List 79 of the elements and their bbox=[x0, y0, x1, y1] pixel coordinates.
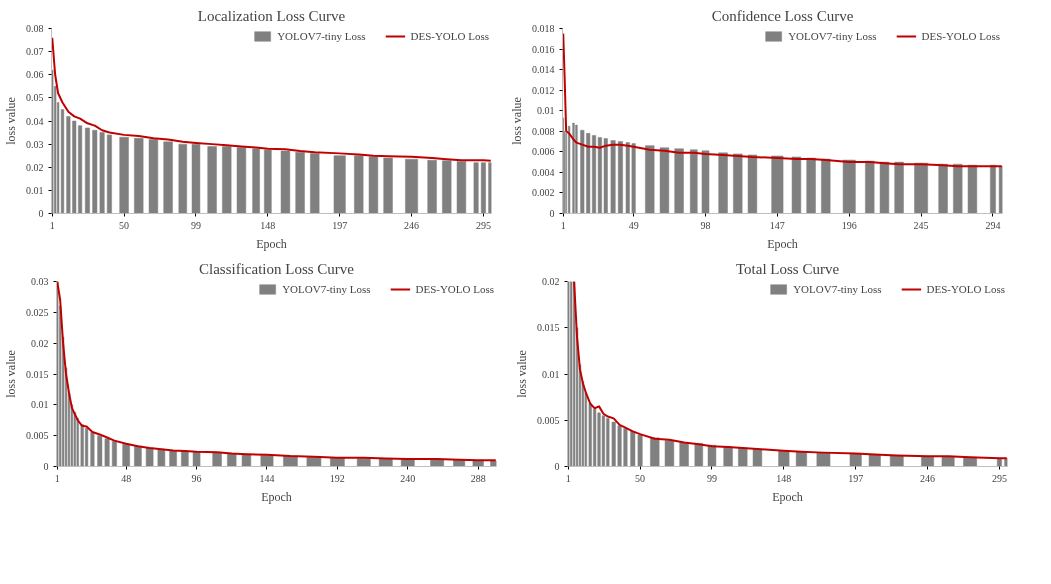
x-tick-label: 148 bbox=[260, 219, 276, 231]
y-axis-title: loss value bbox=[4, 350, 18, 398]
y-tick-label: 0.01 bbox=[31, 399, 49, 411]
x-tick-label: 1 bbox=[49, 219, 55, 231]
y-tick-label: 0.006 bbox=[532, 146, 555, 158]
x-tick-label: 245 bbox=[913, 219, 929, 231]
y-tick-label: 0.014 bbox=[532, 64, 555, 76]
x-tick-label: 246 bbox=[404, 219, 420, 231]
x-tick-label: 98 bbox=[700, 219, 711, 231]
y-tick-label: 0.01 bbox=[537, 105, 555, 117]
x-tick-label: 49 bbox=[628, 219, 639, 231]
y-tick-label: 0.01 bbox=[542, 368, 560, 380]
x-tick-label: 1 bbox=[54, 472, 60, 484]
x-tick-label: 96 bbox=[191, 472, 202, 484]
y-tick-label: 0 bbox=[549, 208, 555, 219]
y-tick-label: 0.08 bbox=[26, 23, 44, 34]
y-tick-label: 0.06 bbox=[26, 69, 44, 81]
legend-label: DES-YOLO Loss bbox=[410, 30, 489, 42]
x-tick-label: 288 bbox=[470, 472, 486, 484]
chart-title: Total Loss Curve bbox=[735, 260, 840, 277]
x-axis-title: Epoch bbox=[767, 236, 798, 251]
y-tick-label: 0.018 bbox=[532, 23, 555, 34]
y-tick-label: 0.01 bbox=[26, 184, 44, 196]
y-tick-label: 0.02 bbox=[26, 161, 44, 173]
y-tick-label: 0.005 bbox=[537, 414, 560, 426]
x-tick-label: 192 bbox=[329, 472, 345, 484]
y-tick-label: 0.03 bbox=[26, 138, 44, 150]
x-tick-label: 99 bbox=[706, 472, 717, 484]
legend-label: YOLOV7-tiny Loss bbox=[793, 283, 882, 295]
x-tick-label: 197 bbox=[848, 472, 864, 484]
x-axis-title: Epoch bbox=[772, 489, 803, 504]
chart-title: Localization Loss Curve bbox=[197, 7, 346, 24]
y-tick-label: 0.005 bbox=[26, 430, 49, 442]
x-tick-label: 147 bbox=[769, 219, 785, 231]
y-tick-label: 0.025 bbox=[26, 306, 49, 318]
x-tick-label: 48 bbox=[121, 472, 132, 484]
y-tick-label: 0.02 bbox=[31, 337, 49, 349]
legend-label: DES-YOLO Loss bbox=[921, 30, 1000, 42]
y-tick-label: 0.07 bbox=[26, 46, 44, 58]
y-tick-label: 0.015 bbox=[537, 322, 560, 334]
y-tick-label: 0.04 bbox=[26, 115, 44, 127]
y-axis-title: loss value bbox=[515, 350, 529, 398]
legend-label: DES-YOLO Loss bbox=[415, 283, 494, 295]
y-axis-title: loss value bbox=[4, 97, 18, 145]
x-tick-label: 50 bbox=[635, 472, 646, 484]
x-tick-label: 197 bbox=[332, 219, 348, 231]
legend-label: YOLOV7-tiny Loss bbox=[788, 30, 877, 42]
y-tick-label: 0.016 bbox=[532, 43, 555, 55]
y-tick-label: 0.03 bbox=[31, 276, 49, 287]
x-tick-label: 295 bbox=[991, 472, 1007, 484]
x-tick-label: 295 bbox=[475, 219, 491, 231]
x-tick-label: 144 bbox=[259, 472, 275, 484]
x-axis-title: Epoch bbox=[261, 489, 292, 504]
y-tick-label: 0.002 bbox=[532, 187, 555, 199]
y-tick-label: 0.05 bbox=[26, 92, 44, 104]
chart-title: Confidence Loss Curve bbox=[711, 7, 854, 24]
legend-label: DES-YOLO Loss bbox=[926, 283, 1005, 295]
legend-label: YOLOV7-tiny Loss bbox=[282, 283, 371, 295]
y-tick-label: 0.012 bbox=[532, 84, 555, 96]
x-axis-title: Epoch bbox=[256, 236, 287, 251]
x-tick-label: 1 bbox=[560, 219, 566, 231]
x-tick-label: 148 bbox=[776, 472, 792, 484]
x-tick-label: 240 bbox=[400, 472, 416, 484]
y-tick-label: 0.004 bbox=[532, 166, 555, 178]
y-tick-label: 0.015 bbox=[26, 368, 49, 380]
x-tick-label: 99 bbox=[190, 219, 201, 231]
y-axis-title: loss value bbox=[510, 97, 524, 145]
x-tick-label: 196 bbox=[841, 219, 857, 231]
x-tick-label: 294 bbox=[985, 219, 1001, 231]
x-tick-label: 246 bbox=[920, 472, 936, 484]
chart-title: Classification Loss Curve bbox=[199, 260, 355, 277]
y-tick-label: 0 bbox=[554, 461, 560, 472]
y-tick-label: 0 bbox=[38, 208, 44, 219]
legend-label: YOLOV7-tiny Loss bbox=[277, 30, 366, 42]
x-tick-label: 1 bbox=[565, 472, 571, 484]
y-tick-label: 0 bbox=[43, 461, 49, 472]
y-tick-label: 0.02 bbox=[542, 276, 560, 287]
y-tick-label: 0.008 bbox=[532, 125, 555, 137]
x-tick-label: 50 bbox=[119, 219, 130, 231]
